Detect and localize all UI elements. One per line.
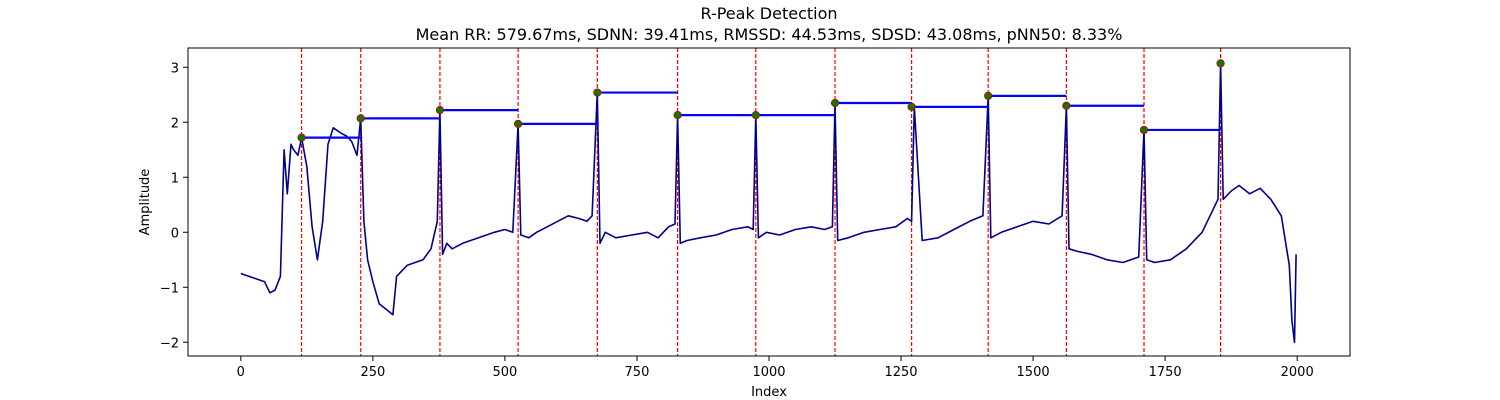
y-tick-label: 0 xyxy=(171,226,179,241)
plot-area xyxy=(188,48,1350,356)
peak-marker xyxy=(514,119,523,129)
rr-segments xyxy=(301,91,1221,139)
peak-marker xyxy=(751,111,760,120)
peak-marker xyxy=(1139,125,1149,135)
signal-line xyxy=(240,62,1297,344)
peak-marker xyxy=(1216,59,1225,68)
signal-layer xyxy=(240,62,1297,344)
peak-marker xyxy=(297,133,306,142)
x-tick-label: 2000 xyxy=(1281,365,1314,380)
x-tick-label: 1250 xyxy=(884,365,917,380)
peak-markers xyxy=(297,59,1225,142)
peak-marker xyxy=(984,91,993,100)
peak-marker xyxy=(593,88,602,97)
y-tick-label: 3 xyxy=(171,61,179,76)
peak-marker xyxy=(356,114,365,123)
y-axis-ticks: −2 −1 0 1 2 3 xyxy=(160,61,188,351)
x-axis-label: Index xyxy=(751,385,787,400)
x-tick-label: 500 xyxy=(492,365,517,380)
x-tick-label: 250 xyxy=(360,365,385,380)
x-tick-label: 750 xyxy=(625,365,650,380)
y-axis-label: Amplitude xyxy=(138,169,153,236)
x-axis-ticks: 0 250 500 750 1000 1250 1500 1750 2000 xyxy=(237,356,1314,380)
plot-frame xyxy=(188,48,1350,356)
x-tick-label: 0 xyxy=(237,365,245,380)
peak-marker xyxy=(907,102,916,111)
y-tick-label: 1 xyxy=(171,171,179,186)
y-tick-label: 2 xyxy=(171,116,179,131)
x-tick-label: 1500 xyxy=(1017,365,1050,380)
peak-marker xyxy=(673,111,682,120)
chart-subtitle: Mean RR: 579.67ms, SDNN: 39.41ms, RMSSD:… xyxy=(416,25,1123,44)
peak-marker xyxy=(435,106,445,115)
peak-marker xyxy=(830,98,840,108)
x-tick-label: 1000 xyxy=(752,365,785,380)
y-tick-label: −1 xyxy=(160,281,179,296)
y-tick-label: −2 xyxy=(160,336,179,351)
peak-marker xyxy=(1062,101,1071,110)
x-tick-label: 1750 xyxy=(1149,365,1182,380)
chart-title: R-Peak Detection xyxy=(700,4,837,23)
